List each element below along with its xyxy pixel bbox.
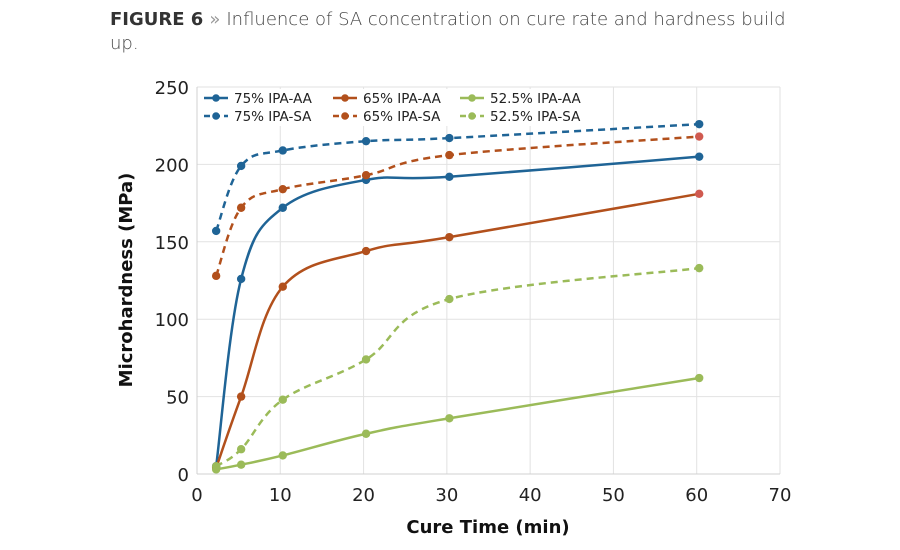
data-point [361,355,371,364]
x-tick-label: 40 [519,485,542,506]
data-point [236,161,246,171]
data-point [278,203,287,212]
data-point [278,184,287,194]
caption-text: Influence of SA concentration on cure ra… [110,9,786,54]
legend-swatch-marker [468,94,476,102]
legend-swatch-marker [212,94,220,102]
y-tick-label: 150 [155,233,189,254]
caption-separator: » [209,9,221,30]
figure-label: FIGURE 6 [110,9,204,30]
data-point [211,226,221,236]
data-point [445,232,454,242]
legend-item: 75% IPA-SA [204,109,312,125]
data-point [361,246,371,256]
data-point [445,294,454,304]
data-point [695,263,704,273]
legend-item: 52.5% IPA-SA [460,109,581,125]
legend-background [201,89,586,126]
y-tick-label: 50 [166,388,189,409]
data-point [361,429,371,438]
data-point [236,203,246,212]
x-tick-label: 10 [269,485,292,506]
legend-item: 65% IPA-SA [333,109,441,125]
legend-item: 65% IPA-AA [333,91,442,107]
series-75-ipa-aa [211,152,704,471]
series-line [214,122,700,232]
data-point [695,119,704,129]
grid [196,86,781,475]
series-line [214,192,700,469]
legend-swatch-marker [212,112,220,120]
legend-item: 52.5% IPA-AA [460,91,582,107]
data-point [236,445,246,454]
x-axis-label: Cure Time (min) [406,517,569,538]
y-tick-label: 0 [178,465,189,486]
legend-swatch-marker [341,94,349,102]
series-line [214,155,700,467]
x-tick-label: 30 [435,485,458,506]
data-point [445,133,454,143]
legend-label: 52.5% IPA-SA [490,109,581,125]
series-65-ipa-sa [211,132,704,281]
legend-label: 75% IPA-SA [234,109,312,125]
series-65-ipa-aa [211,189,704,473]
series-75-ipa-sa [211,119,704,236]
data-point [278,146,287,155]
data-point [445,172,454,181]
x-tick-label: 70 [769,485,792,506]
data-point [445,150,454,160]
x-tick-label: 50 [602,485,625,506]
data-point [361,136,371,146]
data-point [695,373,704,383]
series-52-5-ipa-sa [211,263,704,471]
x-tick-label: 60 [685,485,708,506]
data-point [695,132,704,141]
legend-item: 75% IPA-AA [204,91,313,107]
data-point [236,392,246,401]
y-axis-label: Microhardness (MPa) [116,173,137,388]
legend-swatch-marker [468,112,476,120]
data-point [361,171,371,180]
legend-swatch-marker [341,112,349,120]
data-point [236,460,246,469]
data-point [236,274,246,284]
series-52-5-ipa-aa [211,373,704,474]
figure-caption: FIGURE 6» Influence of SA concentration o… [110,8,790,56]
legend-label: 75% IPA-AA [234,91,313,107]
legend-label: 52.5% IPA-AA [490,91,582,107]
data-point [211,271,221,281]
series-group [211,119,704,474]
y-tick-label: 250 [155,78,189,99]
y-tick-label: 100 [155,310,189,331]
x-tick-label: 0 [191,485,202,506]
data-point [278,282,287,291]
x-tick-label: 20 [352,485,375,506]
series-line [215,376,700,471]
legend-label: 65% IPA-AA [363,91,442,107]
y-tick-label: 200 [155,155,189,176]
series-line [215,266,700,468]
data-point [278,451,287,460]
data-point [445,414,454,423]
legend: 75% IPA-AA 65% IPA-AA 52.5% IPA-AA 75% IPA-… [201,89,586,126]
data-point [695,189,704,199]
axes: 0 10 20 30 40 50 60 70 0 50 100 150 200 250 [155,78,792,506]
data-point [211,462,221,471]
legend-label: 65% IPA-SA [363,109,441,125]
data-point [695,152,704,161]
data-point [278,395,287,404]
